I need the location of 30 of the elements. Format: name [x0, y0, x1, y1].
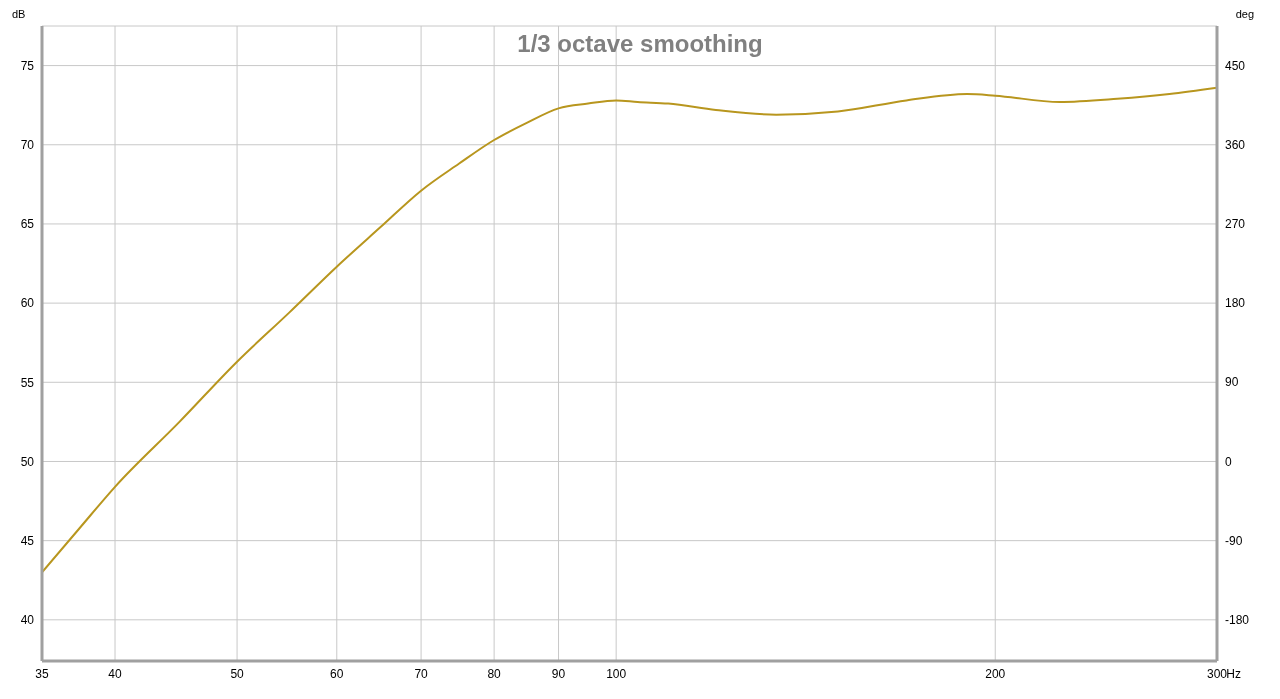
y-tick-label: 65: [20, 217, 35, 232]
x-tick-label: 300: [1206, 666, 1228, 681]
y2-axis-title: deg: [1235, 7, 1254, 20]
x-tick-label: 60: [330, 666, 344, 681]
y-axis-title: dB: [12, 7, 26, 20]
y2-tick-label: 270: [1225, 217, 1246, 232]
x-tick-label: 40: [108, 666, 123, 681]
y-tick-label: 45: [20, 533, 35, 548]
y2-tick-label: 0: [1225, 454, 1232, 469]
y-tick-label: 75: [20, 58, 35, 73]
x-tick-label: 200: [985, 666, 1006, 681]
y-tick-label: 50: [20, 454, 35, 469]
y2-tick-label: -180: [1225, 612, 1250, 627]
x-tick-label: 50: [230, 666, 245, 681]
x-tick-label: 90: [551, 666, 566, 681]
y-tick-label: 55: [20, 375, 35, 390]
x-tick-label: 70: [414, 666, 429, 681]
chart-title: 1/3 octave smoothing: [516, 30, 764, 58]
y2-tick-label: 360: [1225, 137, 1246, 152]
x-axis-title: Hz: [1226, 667, 1241, 681]
x-tick-label: 100: [606, 666, 627, 681]
x-tick-label: 80: [487, 666, 502, 681]
y-tick-label: 60: [20, 296, 35, 311]
y2-tick-label: 90: [1225, 375, 1239, 390]
y2-tick-label: 180: [1225, 296, 1246, 311]
y2-tick-label: 450: [1225, 58, 1246, 73]
x-tick-label: 35: [35, 666, 49, 681]
y-tick-label: 70: [20, 138, 35, 153]
y2-tick-label: -90: [1225, 533, 1243, 548]
y-tick-label: 40: [20, 613, 35, 628]
